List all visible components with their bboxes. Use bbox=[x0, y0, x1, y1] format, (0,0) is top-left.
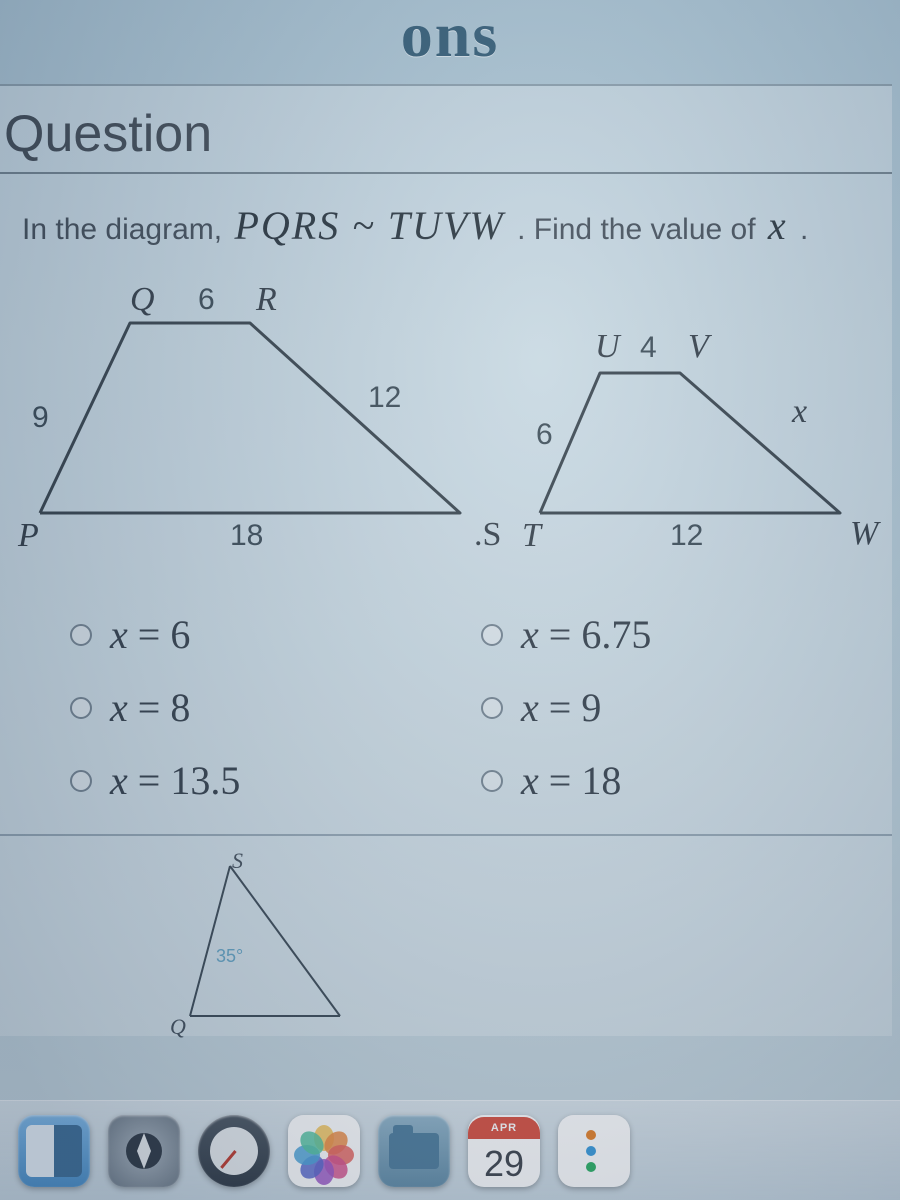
calendar-icon[interactable]: APR 29 bbox=[468, 1115, 540, 1187]
tri-angle: 35° bbox=[216, 946, 243, 967]
trapezoid-pqrs bbox=[20, 283, 480, 543]
vertex-U: U bbox=[595, 328, 620, 366]
radio-icon[interactable] bbox=[481, 624, 503, 646]
option-x-6p75[interactable]: x = 6.75 bbox=[481, 611, 852, 658]
reminders-icon[interactable] bbox=[558, 1115, 630, 1187]
radio-icon[interactable] bbox=[70, 697, 92, 719]
folder-icon[interactable] bbox=[378, 1115, 450, 1187]
finder-icon[interactable] bbox=[18, 1115, 90, 1187]
vertex-Q: Q bbox=[130, 281, 155, 319]
question-prompt: In the diagram, PQRS ~ TUVW . Find the v… bbox=[0, 174, 892, 255]
option-label: x = 6.75 bbox=[521, 611, 651, 658]
side-UV: 4 bbox=[640, 331, 657, 365]
radio-icon[interactable] bbox=[481, 697, 503, 719]
answer-options: x = 6 x = 6.75 x = 8 x = 9 x = 13.5 x = … bbox=[0, 593, 892, 836]
tri-vertex-S: S bbox=[232, 848, 243, 874]
radio-icon[interactable] bbox=[70, 770, 92, 792]
option-label: x = 9 bbox=[521, 684, 601, 731]
radio-icon[interactable] bbox=[481, 770, 503, 792]
calendar-day: 29 bbox=[484, 1143, 524, 1185]
option-x-9[interactable]: x = 9 bbox=[481, 684, 852, 731]
option-label: x = 13.5 bbox=[110, 757, 240, 804]
macos-dock: APR 29 bbox=[0, 1100, 900, 1200]
question-heading: Question bbox=[0, 86, 892, 174]
launchpad-icon[interactable] bbox=[108, 1115, 180, 1187]
option-x-6[interactable]: x = 6 bbox=[70, 611, 441, 658]
prompt-end: . bbox=[800, 213, 808, 246]
next-question-preview: S 35° Q bbox=[0, 836, 892, 1036]
side-TU: 6 bbox=[536, 418, 553, 452]
figures-area: Q 6 R 9 12 P 18 .S U 4 V 6 x T 12 W bbox=[0, 263, 892, 593]
page-title-fragment: ons bbox=[0, 0, 900, 70]
option-x-18[interactable]: x = 18 bbox=[481, 757, 852, 804]
photos-icon[interactable] bbox=[288, 1115, 360, 1187]
option-label: x = 8 bbox=[110, 684, 190, 731]
option-label: x = 18 bbox=[521, 757, 621, 804]
side-SP: 18 bbox=[230, 519, 263, 553]
side-PQ: 9 bbox=[32, 401, 49, 435]
side-QR: 6 bbox=[198, 283, 215, 317]
prompt-similarity: PQRS ~ TUVW bbox=[230, 203, 508, 248]
calendar-month: APR bbox=[491, 1122, 517, 1134]
tri-vertex-Q: Q bbox=[170, 1014, 186, 1040]
prompt-prefix: In the diagram, bbox=[22, 213, 230, 246]
side-WT: 12 bbox=[670, 519, 703, 553]
question-panel: Question In the diagram, PQRS ~ TUVW . F… bbox=[0, 84, 892, 1036]
option-x-13p5[interactable]: x = 13.5 bbox=[70, 757, 441, 804]
option-x-8[interactable]: x = 8 bbox=[70, 684, 441, 731]
vertex-W: W bbox=[850, 515, 878, 553]
option-label: x = 6 bbox=[110, 611, 190, 658]
prompt-variable: x bbox=[764, 203, 792, 248]
dashboard-icon[interactable] bbox=[198, 1115, 270, 1187]
side-VW: x bbox=[792, 393, 807, 431]
vertex-P: P bbox=[18, 517, 39, 555]
vertex-T: T bbox=[522, 517, 541, 555]
triangle-preview bbox=[170, 856, 350, 1026]
vertex-V: V bbox=[688, 328, 709, 366]
vertex-R: R bbox=[256, 281, 277, 319]
radio-icon[interactable] bbox=[70, 624, 92, 646]
prompt-suffix: . Find the value of bbox=[517, 213, 764, 246]
vertex-S: .S bbox=[474, 516, 501, 554]
side-RS: 12 bbox=[368, 381, 401, 415]
